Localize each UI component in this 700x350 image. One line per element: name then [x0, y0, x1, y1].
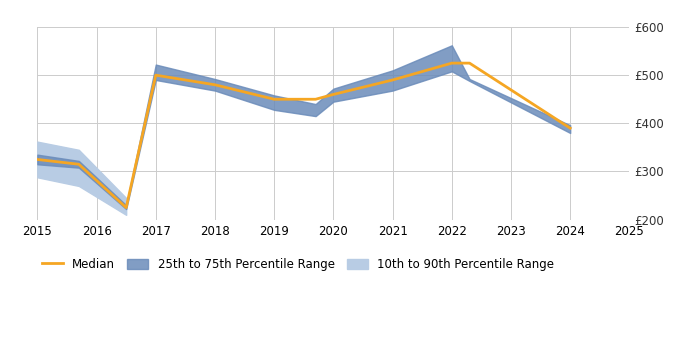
Legend: Median, 25th to 75th Percentile Range, 10th to 90th Percentile Range: Median, 25th to 75th Percentile Range, 1… [37, 253, 559, 275]
